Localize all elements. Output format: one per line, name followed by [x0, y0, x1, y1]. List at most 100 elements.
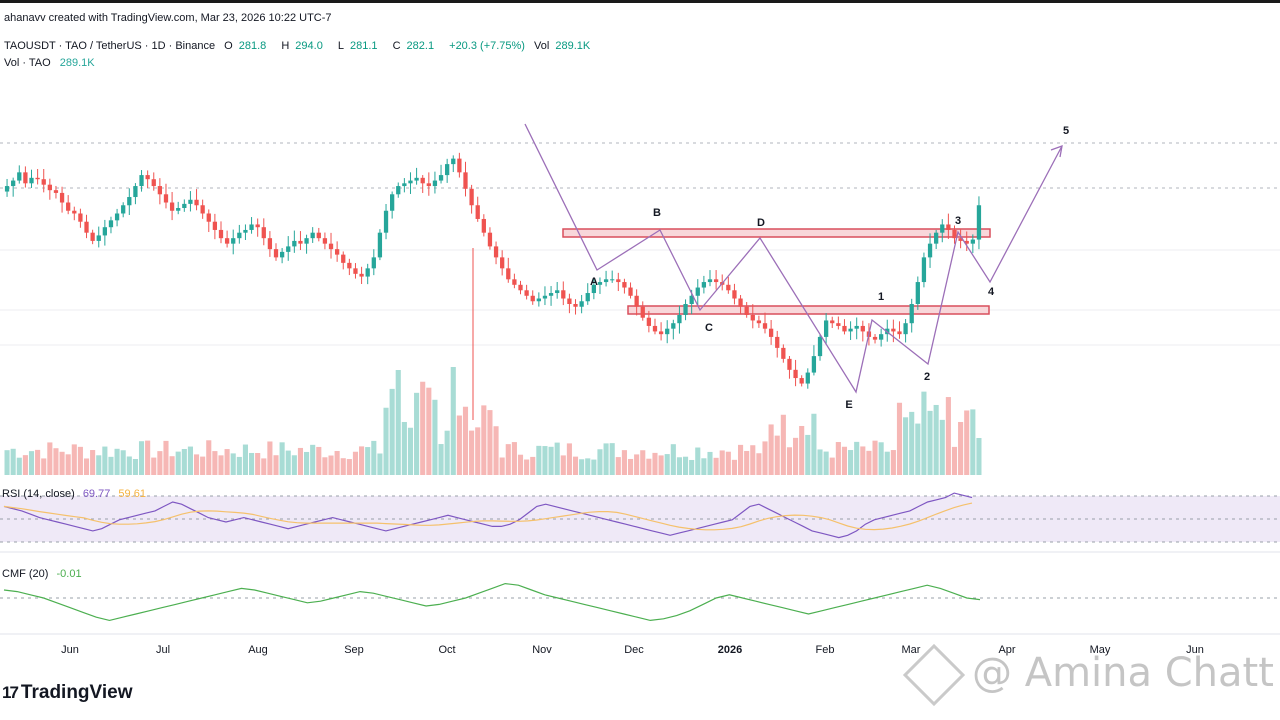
- candle-body: [854, 325, 859, 329]
- candle-body: [940, 224, 945, 233]
- candle-body: [420, 177, 425, 184]
- volume-bar: [487, 410, 493, 475]
- volume-bar: [383, 407, 389, 475]
- candle-body: [976, 205, 982, 240]
- volume-bar: [731, 459, 737, 475]
- volume-bar: [395, 370, 401, 475]
- volume-bar: [560, 455, 566, 475]
- volume-bar: [676, 457, 682, 475]
- volume-bar: [77, 446, 83, 475]
- candle-body: [72, 210, 77, 214]
- candle-body: [59, 192, 65, 203]
- volume-bar: [493, 426, 499, 475]
- candle-body: [915, 282, 920, 304]
- volume-bar: [848, 450, 854, 475]
- candle-body: [359, 273, 364, 277]
- candle-body: [628, 287, 633, 296]
- candle-body: [78, 213, 83, 222]
- volume-bar: [157, 451, 163, 475]
- candle-body: [212, 221, 218, 230]
- candle-body: [102, 227, 107, 236]
- x-axis-label: Nov: [532, 644, 552, 656]
- candle-body: [353, 268, 358, 274]
- cmf-legend: CMF (20) -0.01: [2, 568, 87, 580]
- volume-bar: [462, 406, 469, 475]
- candle-body: [518, 284, 523, 291]
- volume-bar: [242, 444, 248, 475]
- volume-bar: [193, 454, 200, 475]
- x-axis-label: May: [1090, 644, 1111, 656]
- volume-bar: [481, 405, 487, 475]
- candle-body: [616, 279, 621, 283]
- watermark-icon: [902, 643, 966, 707]
- volume-bar: [854, 441, 860, 475]
- rsi-value: 69.77: [82, 488, 111, 500]
- candle-body: [726, 284, 731, 291]
- volume-bar: [903, 417, 909, 475]
- candle-body: [842, 325, 847, 332]
- volume-bar: [389, 388, 395, 475]
- wave-label: 4: [988, 286, 995, 298]
- candle-body: [750, 314, 755, 321]
- candle-body: [218, 229, 224, 239]
- candle-body: [151, 179, 156, 187]
- candle-body: [622, 282, 627, 288]
- symbol-name[interactable]: TAOUSDT · TAO / TetherUS · 1D · Binance: [4, 40, 216, 52]
- wave-label: E: [845, 399, 852, 411]
- volume-bar: [218, 455, 224, 475]
- candle-body: [127, 197, 132, 206]
- candle-body: [29, 177, 34, 184]
- change-value: +20.3 (+7.75%): [449, 40, 525, 52]
- candle-body: [646, 317, 652, 326]
- low-value: L 281.1: [337, 40, 378, 52]
- candle-body: [66, 202, 71, 211]
- volume-bar: [774, 435, 780, 475]
- volume-bar: [407, 427, 414, 475]
- candle-body: [292, 240, 297, 247]
- candle-body: [921, 257, 927, 283]
- candle-body: [512, 279, 517, 285]
- candle-body: [451, 158, 456, 165]
- candle-body: [548, 293, 554, 296]
- candle-body: [836, 323, 841, 326]
- candle-body: [493, 246, 499, 258]
- volume-bar: [890, 450, 896, 475]
- candle-body: [756, 320, 762, 324]
- volume-bar: [444, 430, 450, 475]
- volume-bar: [536, 445, 542, 475]
- rsi-label: RSI (14, close): [2, 488, 75, 500]
- candle-body: [249, 224, 254, 230]
- candle-body: [768, 328, 774, 337]
- volume-bar: [108, 456, 114, 475]
- volume-bar: [970, 409, 976, 475]
- candle-body: [665, 328, 670, 335]
- candle-body: [787, 358, 792, 370]
- candle-body: [506, 268, 511, 280]
- candle-body: [817, 336, 823, 357]
- candle-body: [316, 232, 321, 239]
- rsi-ma-value: 59.61: [118, 488, 146, 500]
- volume-bar: [939, 419, 945, 475]
- candle-body: [23, 172, 28, 184]
- candle-body: [438, 175, 444, 181]
- volume-bar: [291, 455, 297, 475]
- volume-bar: [59, 451, 65, 475]
- candle-body: [909, 304, 914, 324]
- volume-bar: [450, 367, 456, 475]
- x-axis-label: Dec: [624, 644, 644, 656]
- candle-body: [414, 177, 419, 181]
- volume-bar: [682, 456, 689, 475]
- volume-bar: [163, 440, 169, 475]
- candle-body: [891, 328, 896, 332]
- cmf-line: [3, 582, 981, 622]
- candle-body: [145, 175, 150, 180]
- volume-bar: [548, 446, 554, 475]
- candle-body: [17, 172, 22, 181]
- volume-bar: [603, 443, 609, 475]
- volume-bar: [267, 441, 273, 475]
- volume-bar: [841, 446, 848, 475]
- candle-body: [463, 172, 468, 189]
- volume-bar: [273, 455, 279, 475]
- cmf-label: CMF (20): [2, 568, 49, 580]
